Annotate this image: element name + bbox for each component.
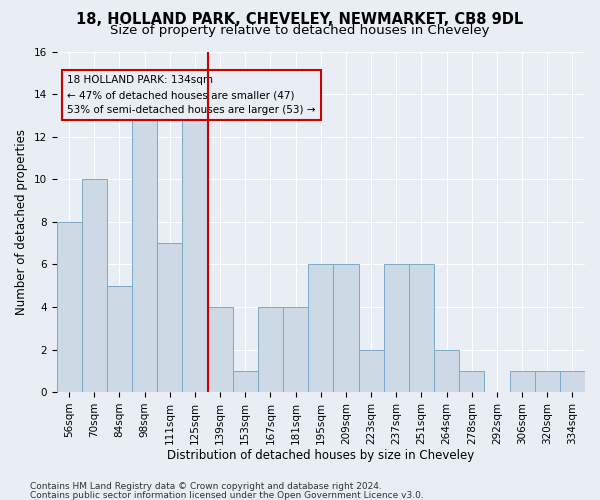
Bar bbox=[56, 222, 82, 392]
Bar bbox=[308, 264, 334, 392]
Text: Contains public sector information licensed under the Open Government Licence v3: Contains public sector information licen… bbox=[30, 490, 424, 500]
Text: 18 HOLLAND PARK: 134sqm
← 47% of detached houses are smaller (47)
53% of semi-de: 18 HOLLAND PARK: 134sqm ← 47% of detache… bbox=[67, 76, 316, 115]
Text: 18, HOLLAND PARK, CHEVELEY, NEWMARKET, CB8 9DL: 18, HOLLAND PARK, CHEVELEY, NEWMARKET, C… bbox=[76, 12, 524, 28]
Bar bbox=[82, 179, 107, 392]
Bar bbox=[132, 116, 157, 392]
Bar bbox=[208, 307, 233, 392]
Bar bbox=[535, 371, 560, 392]
Bar bbox=[107, 286, 132, 392]
Bar bbox=[459, 371, 484, 392]
Text: Contains HM Land Registry data © Crown copyright and database right 2024.: Contains HM Land Registry data © Crown c… bbox=[30, 482, 382, 491]
Text: Size of property relative to detached houses in Cheveley: Size of property relative to detached ho… bbox=[110, 24, 490, 37]
Bar bbox=[434, 350, 459, 392]
Bar bbox=[383, 264, 409, 392]
X-axis label: Distribution of detached houses by size in Cheveley: Distribution of detached houses by size … bbox=[167, 450, 475, 462]
Y-axis label: Number of detached properties: Number of detached properties bbox=[15, 129, 28, 315]
Bar bbox=[409, 264, 434, 392]
Bar bbox=[509, 371, 535, 392]
Bar bbox=[157, 243, 182, 392]
Bar bbox=[258, 307, 283, 392]
Bar bbox=[560, 371, 585, 392]
Bar bbox=[359, 350, 383, 392]
Bar bbox=[334, 264, 359, 392]
Bar bbox=[182, 116, 208, 392]
Bar bbox=[283, 307, 308, 392]
Bar bbox=[233, 371, 258, 392]
